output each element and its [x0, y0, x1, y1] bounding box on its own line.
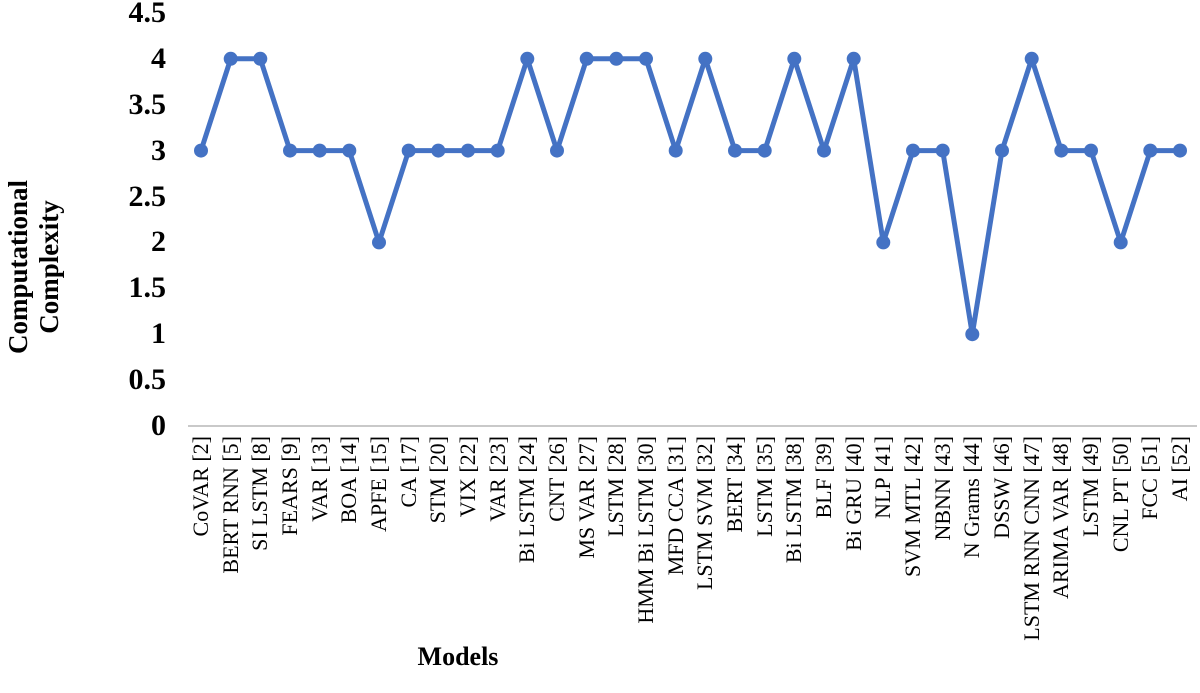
- x-axis-tick-label: NBNN [43]: [929, 436, 955, 541]
- x-axis-tick-label: SVM MTL [42]: [900, 436, 925, 577]
- data-point-marker: [1024, 51, 1039, 66]
- data-point-marker: [639, 51, 653, 66]
- x-axis-tick-label: BERT [34]: [722, 436, 747, 533]
- x-axis-tick-label: CA [17]: [395, 436, 421, 508]
- x-axis-tick-label: LSTM [28]: [603, 436, 629, 537]
- x-axis-tick-label: CNL PT [50]: [1107, 436, 1133, 553]
- data-point-marker: [609, 51, 624, 66]
- x-axis-tick-label: AI [52]: [1167, 436, 1192, 502]
- x-axis-tick-label: STM [20]: [425, 436, 451, 524]
- x-axis-tick-label: BOA [14]: [336, 436, 362, 524]
- data-point-marker: [846, 51, 861, 66]
- data-point-marker: [342, 143, 357, 158]
- y-axis-tick-label: 3.5: [128, 87, 167, 121]
- data-point-marker: [520, 51, 535, 66]
- y-axis-tick-label: 1: [151, 317, 166, 351]
- x-axis-tick-label: N Grams [44]: [959, 436, 985, 559]
- data-point-marker: [1173, 143, 1187, 158]
- y-axis-tick-label: 4.5: [128, 0, 167, 29]
- data-point-marker: [965, 327, 980, 342]
- x-axis-tick-label: HMM Bi LSTM [30]: [633, 436, 658, 624]
- x-axis-tick-label: FEARS [9]: [277, 436, 302, 536]
- y-axis-tick-label: 3: [151, 133, 166, 167]
- data-point-marker: [194, 143, 208, 158]
- x-axis-tick-label: LSTM [49]: [1078, 436, 1103, 537]
- data-point-marker: [906, 143, 920, 158]
- y-axis-tick-label: 1.5: [128, 271, 167, 305]
- data-point-marker: [312, 143, 327, 158]
- data-point-marker: [461, 143, 475, 158]
- x-axis-tick-label: FCC [51]: [1137, 436, 1163, 520]
- data-point-marker: [817, 143, 831, 158]
- data-point-marker: [1143, 143, 1158, 158]
- x-axis-title: Models: [417, 642, 499, 671]
- y-axis-tick-label: 4: [151, 41, 166, 75]
- data-point-marker: [698, 51, 713, 66]
- data-point-marker: [579, 51, 594, 66]
- x-axis-tick-label: VAR [13]: [306, 436, 332, 522]
- data-point-marker: [728, 143, 742, 158]
- x-axis-tick-label: Bi LSTM [38]: [781, 436, 807, 564]
- y-axis-tick-label: 2: [151, 225, 166, 259]
- data-point-marker: [995, 143, 1009, 158]
- x-axis-tick-label: MS VAR [27]: [573, 436, 599, 559]
- data-point-marker: [1113, 235, 1128, 250]
- series-line: [198, 56, 1183, 337]
- x-axis-tick-label: BERT RNN [5]: [217, 436, 243, 574]
- x-axis-tick-label: ARIMA VAR [48]: [1048, 436, 1074, 599]
- data-point-marker: [253, 51, 268, 66]
- data-point-marker: [668, 143, 683, 158]
- x-axis-tick-label: SI LSTM [8]: [247, 436, 273, 551]
- x-axis-tick-label: Bi LSTM [24]: [514, 436, 540, 564]
- data-point-marker: [876, 235, 891, 250]
- x-axis-tick-label: APFE [15]: [366, 436, 391, 532]
- data-point-marker: [935, 143, 950, 158]
- x-axis-tick-label: NLP [41]: [870, 436, 896, 519]
- data-point-marker: [550, 143, 564, 158]
- x-axis-tick-label: Bi GRU [40]: [840, 436, 866, 551]
- data-point-marker: [787, 51, 802, 66]
- data-point-marker: [1084, 143, 1098, 158]
- x-axis-tick-label: LSTM RNN CNN [47]: [1018, 436, 1044, 641]
- data-point-marker: [223, 51, 238, 66]
- x-axis-tick-label: MFD CCA [31]: [662, 436, 688, 576]
- x-axis-tick-label: BLF [39]: [811, 436, 836, 519]
- data-point-marker: [1054, 143, 1069, 158]
- y-axis-tick-label: 2.5: [128, 179, 167, 213]
- x-axis-tick-label: VAR [23]: [484, 436, 510, 522]
- data-point-marker: [283, 143, 297, 158]
- y-axis-tick-label: 0: [151, 409, 166, 442]
- x-axis-tick-label: CNT [26]: [544, 436, 569, 522]
- x-axis-tick-label: CoVAR [2]: [188, 436, 213, 537]
- data-point-marker: [490, 143, 505, 158]
- data-point-marker: [372, 235, 386, 250]
- x-axis-line: [188, 425, 1197, 427]
- x-axis-tick-label: DSSW [46]: [989, 436, 1014, 539]
- x-axis-tick-label: VIX [22]: [455, 436, 480, 518]
- x-axis-tick-label: LSTM [35]: [751, 436, 777, 537]
- x-axis-tick-label: LSTM SVM [32]: [692, 436, 718, 591]
- data-point-marker: [401, 143, 416, 158]
- data-point-marker: [431, 143, 446, 158]
- data-point-marker: [757, 143, 772, 158]
- y-axis-tick-label: 0.5: [128, 363, 167, 397]
